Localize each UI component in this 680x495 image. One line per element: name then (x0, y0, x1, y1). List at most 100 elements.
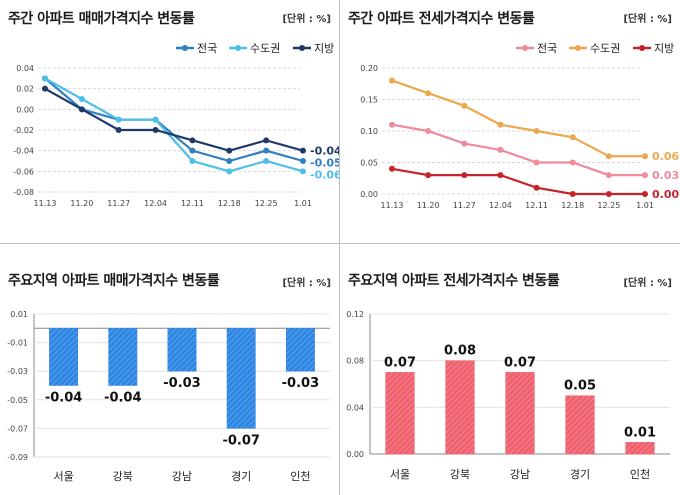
unit-label: [단위 : %] (623, 14, 672, 25)
legend-marker (522, 45, 528, 51)
bar (49, 328, 79, 386)
bar (565, 395, 595, 455)
data-point (533, 184, 540, 191)
x-tick-label: 1.01 (294, 199, 312, 208)
x-tick-label: 11.13 (34, 199, 57, 208)
data-point (605, 191, 612, 197)
unit-label: [단위 : %] (282, 278, 331, 289)
y-tick-label: 0.02 (16, 85, 34, 94)
x-tick-label: 11.27 (107, 199, 130, 208)
sale-region-panel: 주요지역 아파트 매매가격지수 변동률 [단위 : %] 0.01 -0.01 -0… (0, 244, 339, 495)
horizontal-divider (0, 243, 680, 244)
y-tick-label: 0.00 (346, 450, 364, 459)
category-label: 경기 (570, 468, 590, 481)
data-point (226, 158, 233, 164)
unit-label: [단위 : %] (623, 278, 672, 289)
y-tick-label: 0.00 (16, 105, 34, 114)
data-point (263, 158, 270, 164)
category-label: 강북 (113, 470, 133, 483)
data-point (605, 172, 612, 179)
x-tick-label: 11.20 (70, 199, 93, 208)
jeonse-region-bar-chart: 0.12 0.08 0.04 0.00 0.07 서울 0.08 강북 0.07 강남 0.05 경기… (346, 310, 670, 481)
x-tick-label: 1.01 (636, 201, 654, 210)
data-point (461, 172, 468, 179)
data-point (115, 116, 122, 123)
jeonse-region-panel: 주요지역 아파트 전세가격지수 변동률 [단위 : %] 0.12 0.08 0.0… (340, 244, 680, 495)
data-point (533, 128, 540, 134)
y-tick-label: 0.12 (346, 310, 364, 319)
series-line (391, 79, 645, 158)
x-tick-label: 11.27 (453, 201, 476, 210)
bar (385, 372, 415, 455)
bar-value-label: 0.07 (504, 355, 536, 370)
category-label: 인천 (290, 469, 310, 483)
data-point (389, 77, 395, 84)
y-tick-label: -0.07 (7, 424, 28, 433)
panel-title: 주간 아파트 매매가격지수 변동률 (8, 11, 195, 27)
jeonse-weekly-panel: 주간 아파트 전세가격지수 변동률 [단위 : %] 0.20 0.15 0.10 0… (340, 0, 680, 243)
data-point (263, 137, 270, 144)
bar-value-label: -0.03 (163, 376, 200, 391)
y-tick-label: 0.04 (346, 403, 364, 412)
bar (625, 442, 655, 455)
bar-value-label: -0.03 (282, 376, 319, 391)
bar (445, 360, 475, 455)
legend-label: 수도권 (250, 42, 280, 55)
sale-weekly-panel: 주간 아파트 매매가격지수 변동률 [단위 : %] 0.04 0.02 0.00 -… (0, 0, 339, 243)
bar-value-label: 0.05 (564, 379, 596, 394)
panel-title: 주간 아파트 전세가격지수 변동률 (348, 11, 535, 27)
data-point (226, 168, 233, 175)
data-point (42, 85, 48, 92)
end-value-label: -0.04 (310, 145, 339, 158)
category-label: 강남 (172, 470, 192, 483)
x-tick-label: 12.18 (561, 201, 584, 210)
panel-title: 주요지역 아파트 전세가격지수 변동률 (348, 273, 560, 289)
y-tick-label: -0.04 (13, 147, 34, 156)
bar (167, 328, 197, 372)
data-point (189, 147, 196, 154)
x-tick-label: 11.20 (417, 201, 440, 210)
bar-value-label: -0.04 (104, 391, 141, 406)
bar (285, 328, 315, 372)
bar (108, 328, 138, 386)
y-tick-label: -0.05 (7, 396, 28, 405)
y-tick-label: 0.10 (360, 127, 378, 136)
y-tick-label: 0.15 (360, 96, 378, 105)
legend-label: 수도권 (590, 42, 620, 55)
y-tick-label: 0.20 (360, 64, 378, 73)
legend-label: 지방 (314, 42, 334, 55)
sale-region-bar-chart: 0.01 -0.01 -0.03 -0.05 -0.07 -0.09 -0.04 서울 -0.0… (7, 310, 330, 483)
legend-marker (575, 45, 581, 51)
x-tick-label: 12.25 (255, 199, 278, 208)
legend-label: 지방 (654, 42, 674, 55)
data-point (497, 121, 504, 128)
data-point (497, 146, 504, 153)
data-point (642, 191, 648, 197)
data-point (389, 165, 395, 172)
data-point (300, 147, 306, 154)
data-point (425, 90, 432, 97)
data-point (300, 168, 306, 175)
data-point (642, 172, 648, 179)
x-tick-label: 12.11 (525, 201, 548, 210)
legend-marker (235, 45, 241, 51)
y-tick-label: 0.00 (360, 190, 378, 199)
category-label: 강남 (510, 468, 530, 481)
y-tick-label: -0.08 (13, 188, 34, 197)
panel-title: 주요지역 아파트 매매가격지수 변동률 (8, 273, 220, 289)
data-point (78, 106, 85, 113)
data-point (115, 127, 122, 133)
bar (226, 328, 256, 429)
data-point (497, 172, 504, 179)
legend-marker (299, 45, 305, 51)
end-value-label: 0.06 (652, 150, 679, 163)
x-tick-label: 12.25 (597, 201, 620, 210)
end-value-label: -0.05 (310, 157, 339, 170)
category-label: 인천 (630, 467, 650, 481)
y-tick-label: -0.03 (7, 367, 28, 376)
data-point (226, 147, 233, 154)
category-label: 경기 (231, 470, 251, 483)
